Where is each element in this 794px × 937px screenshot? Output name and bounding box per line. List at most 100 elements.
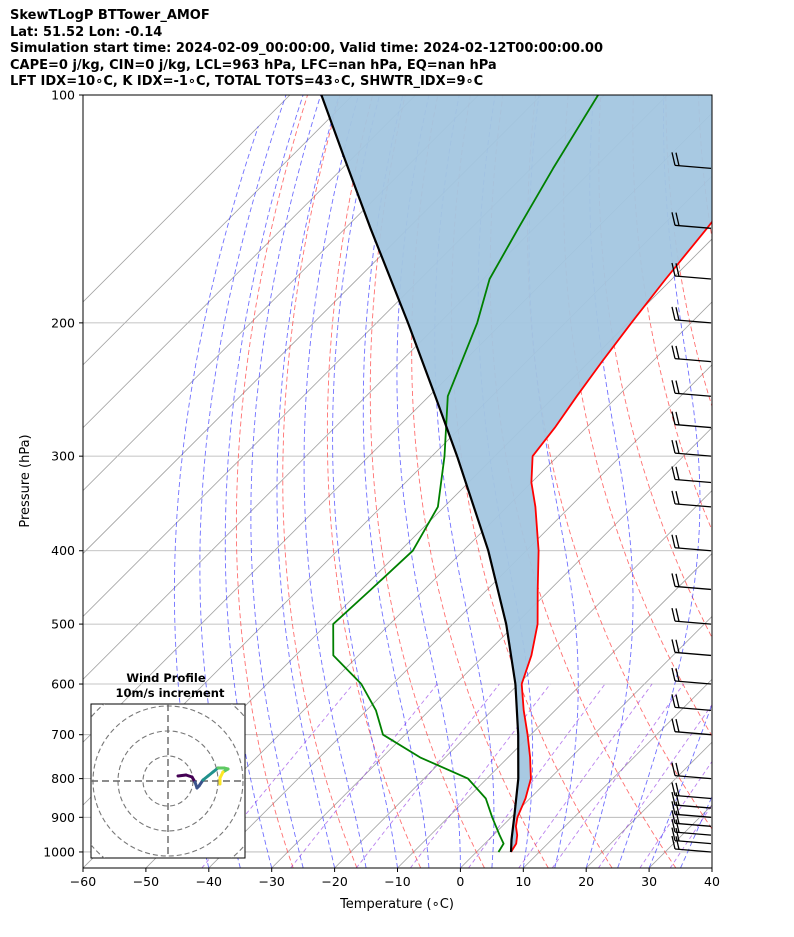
y-tick-label: 500 [51,617,75,632]
y-tick-label: 300 [51,449,75,464]
barb-staff [674,275,712,280]
wind-barb [671,762,712,780]
wind-barb [671,212,712,229]
moist-adiabat-line [680,795,712,868]
barb-staff [674,224,712,229]
wind-barbs [671,152,712,853]
isotherm-line [775,95,794,868]
y-tick-label: 800 [51,771,75,786]
barb-staff [674,423,712,429]
wind-barb [671,152,712,170]
moist-adiabat-line [303,95,367,868]
barb-staff [674,848,712,853]
barb-flag [671,380,676,394]
isotherm-line [83,95,479,492]
barb-flag [671,152,676,166]
isotherm-line [83,95,416,429]
barb-flag [675,380,680,394]
wind-barb [671,573,712,591]
y-tick-label: 1000 [43,844,75,859]
barb-flag [675,345,680,360]
wind-barb [671,490,712,508]
barb-flag [671,762,676,776]
barb-staff [674,794,712,800]
barb-flag [675,440,680,454]
barb-flag [671,345,676,359]
wind-barb [671,782,712,800]
moist-adiabat-line [332,95,398,868]
dry-adiabat-line [697,95,712,241]
wind-barb [671,667,712,685]
barb-flag [671,810,676,824]
y-axis: 1000 900 800 700 600 500 400 300 200 100 [43,88,83,859]
wind-barb [671,639,712,657]
barb-flag [671,639,676,653]
indices-line-1: CAPE=0 j/kg, CIN=0 j/kg, LCL=963 hPa, LF… [10,57,497,73]
y-tick-label: 900 [51,810,75,825]
barb-flag [671,262,676,277]
dry-adiabat-line [764,95,794,868]
barb-staff [674,774,712,780]
barb-flag [671,835,676,850]
moist-adiabat-line [224,95,304,868]
hodograph-title: Wind Profile [126,671,206,685]
barb-flag [675,307,680,321]
moist-adiabat-line [362,95,430,868]
location-line: Lat: 51.52 Lon: -0.14 [10,24,163,40]
mixing-ratio-line [669,804,712,868]
barb-flag [671,694,676,708]
dry-adiabat-line [369,95,485,868]
wind-barb [671,791,712,809]
barb-flag [675,819,680,833]
isotherm-line [523,678,712,868]
x-axis: −60 −50 −40 −30 −20 −10 0 10 20 30 40 [70,868,720,889]
barb-flag [675,152,680,166]
x-tick-label: −30 [259,874,285,889]
wind-barb [671,440,712,457]
barb-flag [671,490,676,504]
x-tick-label: −60 [70,874,96,889]
wind-barb [671,466,712,484]
barb-flag [671,801,676,815]
wind-barb [671,827,712,845]
barb-staff [674,452,712,457]
dry-adiabat-line [235,95,308,868]
x-axis-label: Temperature (∘C) [339,897,454,912]
isotherm-line [711,867,712,868]
isotherm-line [145,301,712,868]
barb-staff [674,164,712,170]
barb-flag [671,791,676,806]
barb-staff [674,839,712,845]
moist-adiabat-line [648,702,712,868]
barb-flag [675,668,680,682]
barb-flag [675,827,680,842]
wind-barb [671,411,712,429]
barb-flag [671,212,676,226]
barb-staff [674,478,712,484]
wind-barb [671,818,712,836]
y-axis-label: Pressure (hPa) [18,434,33,527]
isotherm-line [83,95,354,366]
barb-flag [671,411,676,425]
isotherm-line [271,427,712,868]
barb-flag [671,718,676,732]
barb-staff [674,680,712,685]
y-tick-label: 600 [51,677,75,692]
indices-line-2: LFT IDX=10∘C, K IDX=-1∘C, TOTAL TOTS=43∘… [10,74,484,89]
y-tick-label: 700 [51,727,75,742]
barb-flag [675,762,680,777]
dry-adiabat-line [598,95,712,639]
barb-staff [674,357,712,363]
barb-flag [671,607,676,622]
barb-flag [671,534,676,548]
chart-header: SkewTLogP BTTower_AMOF Lat: 51.52 Lon: -… [10,8,603,91]
wind-barb [671,262,712,280]
moist-adiabat-line [434,95,495,868]
barb-flag [675,263,680,277]
isotherm-line [460,615,712,868]
barb-flag [675,573,680,587]
barb-flag [675,718,680,733]
wind-barb [671,380,712,397]
barb-flag [675,694,680,708]
